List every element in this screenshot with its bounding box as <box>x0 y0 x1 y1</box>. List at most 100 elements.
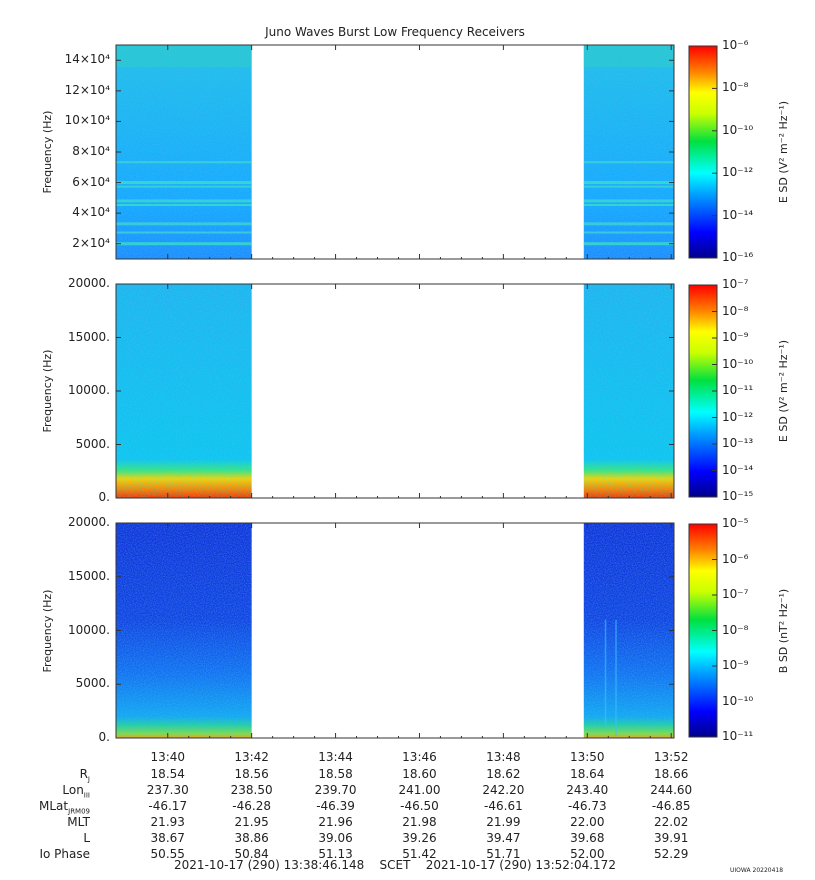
colorbar-tick-label: 10⁻¹⁰ <box>722 693 754 708</box>
ephemeris-label: Io Phase <box>0 847 90 861</box>
ephemeris-label-text: MLT <box>67 815 90 829</box>
ytick-label: 0. <box>98 490 110 504</box>
panel-ylabel: Frequency (Hz) <box>41 349 54 433</box>
emission-line-p1-0-0 <box>116 242 252 246</box>
ephemeris-value: 18.62 <box>486 767 521 781</box>
colorbar-tick-label: 10⁻¹⁴ <box>722 462 754 477</box>
ephemeris-value: 51.13 <box>318 847 353 861</box>
colorbar-tick-label: 10⁻⁸ <box>722 303 749 318</box>
ephemeris-value: 21.99 <box>486 815 521 829</box>
ephemeris-label: RJ <box>0 767 90 783</box>
spectrogram-texture-2-2 <box>583 284 674 498</box>
ephemeris-value: 21.96 <box>318 815 353 829</box>
ephemeris-value: 18.54 <box>150 767 185 781</box>
ephemeris-value: 22.02 <box>654 815 689 829</box>
ephemeris-value: 239.70 <box>314 783 357 797</box>
ytick-label: 12×10⁴ <box>64 82 110 97</box>
ephemeris-label-text: Io Phase <box>39 847 90 861</box>
emission-line-p1-5-0 <box>116 185 252 188</box>
xtick-label: 13:48 <box>486 750 521 764</box>
ytick-label: 4×10⁴ <box>72 205 110 220</box>
colorbar-tick-label: 10⁻¹² <box>722 165 754 180</box>
colorbar-tick-label: 10⁻⁹ <box>722 330 749 344</box>
emission-line-p1-1-1 <box>583 231 674 234</box>
xtick-label: 13:52 <box>653 750 689 764</box>
time-range-footer: 2021-10-17 (290) 13:38:46.148 SCET 2021-… <box>174 858 616 872</box>
ytick-label: 15000. <box>68 329 110 344</box>
emission-line-p1-1-0 <box>116 231 252 234</box>
ephemeris-value: 22.00 <box>570 815 605 829</box>
xtick-label: 13:42 <box>234 750 269 764</box>
ephemeris-value: -46.39 <box>316 799 355 813</box>
ytick-label: 6×10⁴ <box>72 174 110 189</box>
spectrogram-texture-1-1 <box>116 45 252 259</box>
ephemeris-value: 39.91 <box>654 831 689 845</box>
panel-ylabel: Frequency (Hz) <box>41 589 54 672</box>
ytick-label: 0. <box>98 730 110 744</box>
ephemeris-value: -46.28 <box>232 799 271 813</box>
ephemeris-value: 18.58 <box>318 767 353 781</box>
colorbar-tick-label: 10⁻¹⁰ <box>722 356 754 371</box>
ytick-label: 5000. <box>75 676 110 691</box>
ephemeris-value: 237.30 <box>146 783 189 797</box>
ephemeris-value: 52.00 <box>570 847 605 861</box>
colorbar-tick-label: 10⁻⁷ <box>722 277 749 291</box>
ephemeris-value: 243.40 <box>566 783 609 797</box>
ephemeris-value: 18.64 <box>570 767 605 781</box>
emission-line-p1-0-1 <box>583 242 674 246</box>
ytick-label: 10000. <box>68 622 110 637</box>
ephemeris-value: 50.84 <box>234 847 269 861</box>
ephemeris-value: 51.42 <box>402 847 437 861</box>
ephemeris-value: 18.66 <box>654 767 689 781</box>
ephemeris-value: 21.95 <box>234 815 269 829</box>
emission-line-p1-5-1 <box>583 185 674 188</box>
ytick-label: 14×10⁴ <box>64 52 110 67</box>
ephemeris-value: 21.93 <box>150 815 185 829</box>
colorbar-tick-label: 10⁻¹³ <box>722 436 754 450</box>
ephemeris-label-text: Lon <box>62 783 84 797</box>
spectrogram-texture-1-2 <box>583 45 674 259</box>
upper-band-p1-1 <box>583 45 674 67</box>
ephemeris-label-text: MLat <box>39 799 69 813</box>
generation-stamp: UIOWA 20220418 <box>730 867 784 874</box>
ephemeris-label-subscript: J <box>87 775 90 784</box>
colorbar-tick-label: 10⁻¹¹ <box>722 383 754 397</box>
colorbar-tick-label: 10⁻¹¹ <box>722 729 754 743</box>
ephemeris-value: 50.55 <box>150 847 185 861</box>
spectrogram-texture-3-2 <box>583 523 674 738</box>
colorbar-tick-label: 10⁻⁸ <box>722 80 749 95</box>
ephemeris-value: 52.29 <box>654 847 689 861</box>
colorbar-tick-label: 10⁻⁶ <box>722 551 749 566</box>
ephemeris-value: 241.00 <box>398 783 441 797</box>
spectrogram-texture-2-1 <box>116 284 252 498</box>
ephemeris-value: 18.60 <box>402 767 437 781</box>
ytick-label: 20000. <box>68 515 110 529</box>
ytick-label: 5000. <box>75 436 110 451</box>
colorbar-label: E SD (V² m⁻² Hz⁻¹) <box>777 339 790 443</box>
ephemeris-value: -46.50 <box>400 799 439 813</box>
ephemeris-value: 39.26 <box>402 831 437 845</box>
emission-line-p1-6-1 <box>583 181 674 185</box>
ephemeris-label: LonIII <box>0 783 90 799</box>
emission-line-p1-2-1 <box>583 222 674 226</box>
ephemeris-label: MLT <box>0 815 90 829</box>
ytick-label: 20000. <box>68 276 110 290</box>
ephemeris-value: 51.71 <box>486 847 521 861</box>
emission-line-p1-6-0 <box>116 181 252 185</box>
emission-line-p1-7-0 <box>116 161 252 164</box>
xtick-label: 13:44 <box>318 750 353 764</box>
ytick-label: 10×10⁴ <box>64 113 110 128</box>
emission-line-p1-7-1 <box>583 161 674 164</box>
spectrogram-texture-3-1 <box>116 523 252 738</box>
colorbar-tick-label: 10⁻⁷ <box>722 587 749 601</box>
ephemeris-value: 38.67 <box>150 831 185 845</box>
ephemeris-value: -46.61 <box>484 799 523 813</box>
emission-line-p1-3-0 <box>116 204 252 206</box>
colorbar-label: E SD (V² m⁻² Hz⁻¹) <box>777 100 790 204</box>
ephemeris-value: 242.20 <box>482 783 525 797</box>
xtick-label: 13:50 <box>569 750 605 764</box>
upper-band-p1-0 <box>116 45 252 67</box>
colorbar-tick-label: 10⁻¹⁴ <box>722 207 754 222</box>
ephemeris-label: L <box>0 831 90 845</box>
